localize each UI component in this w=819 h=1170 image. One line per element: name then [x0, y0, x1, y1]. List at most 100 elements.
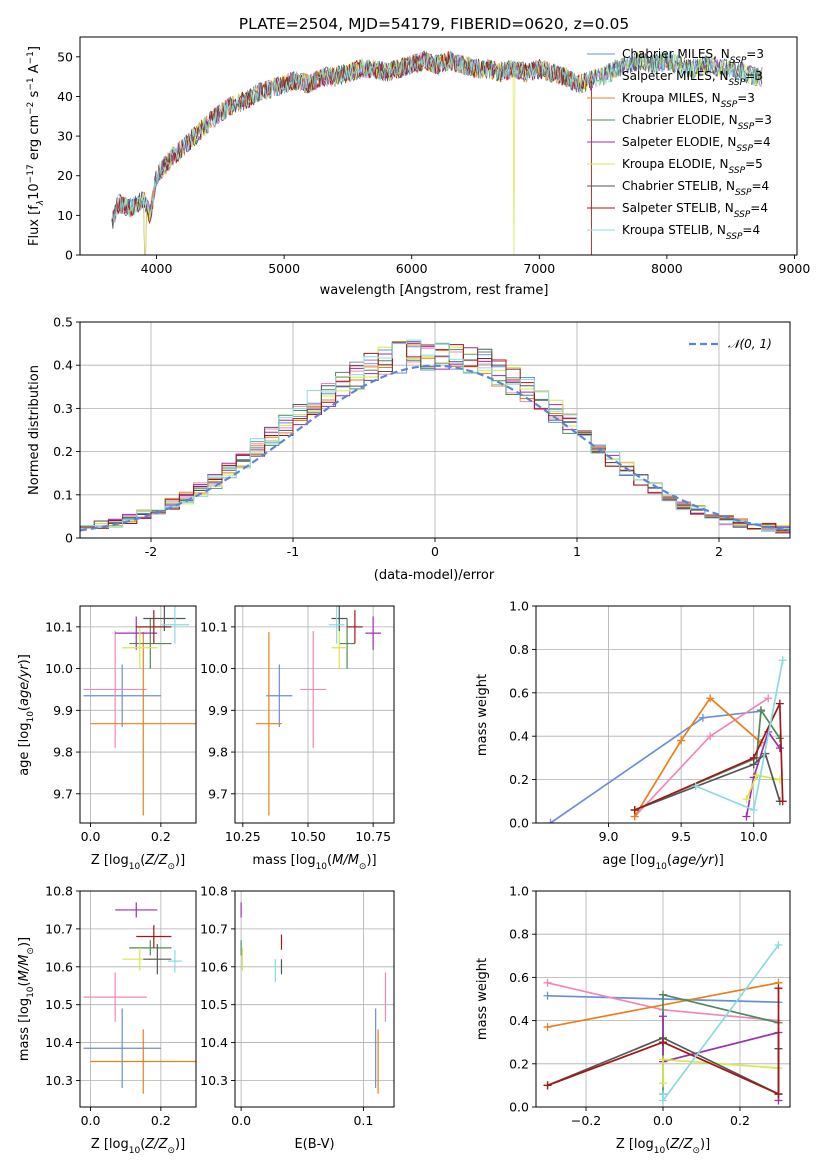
error-bar — [136, 925, 172, 948]
error-bar — [83, 631, 147, 748]
y-tick-label: 10.5 — [45, 997, 73, 1012]
y-tick-label: 10.4 — [200, 1035, 228, 1050]
y-tick-label: 1.0 — [509, 599, 529, 614]
spectrum-series — [111, 51, 592, 255]
weight-point — [691, 782, 700, 791]
weight-series — [550, 710, 762, 823]
axes-frame — [79, 890, 197, 1108]
error-bar — [300, 631, 327, 748]
y-tick-label: 0.4 — [509, 729, 529, 744]
y-axis-label: Normed distribution — [27, 365, 42, 495]
y-tick-label: 0.4 — [509, 1013, 529, 1028]
legend-label: Salpeter STELIB, NSSP=4 — [622, 201, 768, 220]
x-tick-label: 7000 — [523, 261, 555, 276]
legend-label: Salpeter ELODIE, NSSP=4 — [622, 135, 771, 154]
weight_vs_Z-axes: −0.2 0.0 0.2 0.0 0.2 0.4 0.6 0.8 1.0 Z [log10(Z/Z… — [475, 884, 791, 1156]
x-tick-label: 10.25 — [225, 829, 261, 844]
weight-point — [774, 941, 783, 949]
x-axis-label: wavelength [Angstrom, rest frame] — [320, 283, 549, 298]
error-bar — [83, 1008, 161, 1089]
error-bar — [136, 610, 172, 644]
x-tick-label: −0.2 — [571, 1113, 601, 1128]
error-bar — [115, 616, 158, 650]
x-tick-label: 5000 — [268, 261, 300, 276]
weight-point — [706, 694, 715, 703]
spectrum-series — [111, 51, 763, 223]
error-bar — [90, 1029, 196, 1094]
x-tick-label: 9000 — [779, 261, 811, 276]
weight-point — [698, 713, 707, 722]
weight-point — [752, 771, 761, 780]
y-tick-label: 9.7 — [53, 786, 73, 801]
spectrum-axes: 4000 5000 6000 7000 8000 9000 0 10 20 30 40 50 Chabr… — [26, 36, 811, 298]
weight-point — [659, 1079, 667, 1088]
y-tick-label: 20 — [57, 168, 73, 183]
weight-point — [543, 978, 552, 987]
y-tick-label: 0 — [65, 531, 73, 546]
x-tick-label: 9.5 — [671, 829, 691, 844]
error-bar — [365, 616, 381, 650]
x-tick-label: 1 — [573, 544, 581, 559]
x-tick-label: -2 — [145, 544, 157, 559]
y-tick-label: 9.7 — [208, 786, 228, 801]
y-tick-label: 40 — [57, 89, 73, 104]
weight-point — [764, 694, 773, 703]
weight-point — [775, 734, 784, 743]
weight-series — [662, 993, 779, 1094]
age_vs_mass-axes: 10.25 10.50 10.75 9.7 9.8 9.9 10.0 10.1 mass [lo… — [200, 605, 395, 872]
y-tick-label: 10.3 — [45, 1073, 73, 1088]
y-axis-label: mass [log10(M/M⊙)] — [17, 937, 36, 1061]
y-tick-label: 0.2 — [53, 444, 73, 459]
weight-point — [749, 805, 758, 814]
y-tick-label: 30 — [57, 129, 73, 144]
legend-label: 𝒩(0, 1) — [728, 337, 772, 351]
weight-point — [749, 753, 758, 762]
y-tick-label: 0.4 — [53, 358, 73, 373]
plot-area — [546, 656, 787, 823]
weight-point — [742, 812, 751, 821]
weight-point — [778, 656, 787, 665]
x-axis-label: Z [log10(Z/Z⊙)] — [91, 1137, 185, 1156]
axes-frame — [234, 605, 395, 824]
x-axis-label: mass [log10(M/M⊙)] — [252, 853, 376, 872]
weight-point — [778, 797, 787, 806]
x-tick-label: 0.2 — [730, 1113, 750, 1128]
weight-point — [546, 819, 555, 823]
y-tick-label: 10.6 — [45, 959, 73, 974]
legend-label: Chabrier MILES, NSSP=3 — [622, 47, 764, 66]
error-bar — [255, 631, 282, 816]
x-tick-label: 4000 — [141, 261, 173, 276]
y-tick-label: 1.0 — [509, 884, 529, 899]
y-tick-label: 10.7 — [45, 921, 73, 936]
x-tick-label: 0.1 — [353, 1113, 373, 1128]
y-tick-label: 10.6 — [200, 959, 228, 974]
x-tick-label: 0.0 — [653, 1113, 673, 1128]
y-tick-label: 10.1 — [200, 619, 228, 634]
error-bar — [331, 626, 348, 669]
y-tick-label: 0 — [65, 248, 73, 263]
y-tick-label: 10.8 — [45, 884, 73, 899]
x-tick-label: -1 — [287, 544, 299, 559]
weight-point — [775, 699, 784, 708]
y-tick-label: 0.8 — [509, 927, 529, 942]
y-tick-label: 10.5 — [200, 997, 228, 1012]
legend-label: Chabrier STELIB, NSSP=4 — [622, 179, 769, 198]
error-bar — [115, 902, 158, 918]
weight-point — [756, 706, 765, 715]
weight-series — [662, 1058, 779, 1084]
weight-series — [634, 752, 781, 811]
legend-label: Salpeter MILES, NSSP=3 — [622, 69, 763, 88]
x-tick-label: 6000 — [396, 261, 428, 276]
weight-series — [662, 944, 780, 1104]
y-axis-label: mass weight — [475, 958, 490, 1040]
axes-frame — [79, 36, 798, 256]
x-axis-label: Z [log10(Z/Z⊙)] — [91, 853, 185, 872]
x-tick-label: 0.0 — [81, 829, 101, 844]
weight-point — [677, 736, 686, 745]
axes-frame — [234, 890, 395, 1108]
weight-point — [659, 1038, 667, 1047]
weight-point — [659, 1096, 667, 1105]
y-axis-label: age [log10(age/yr)] — [17, 654, 36, 776]
histogram-series — [80, 341, 790, 533]
